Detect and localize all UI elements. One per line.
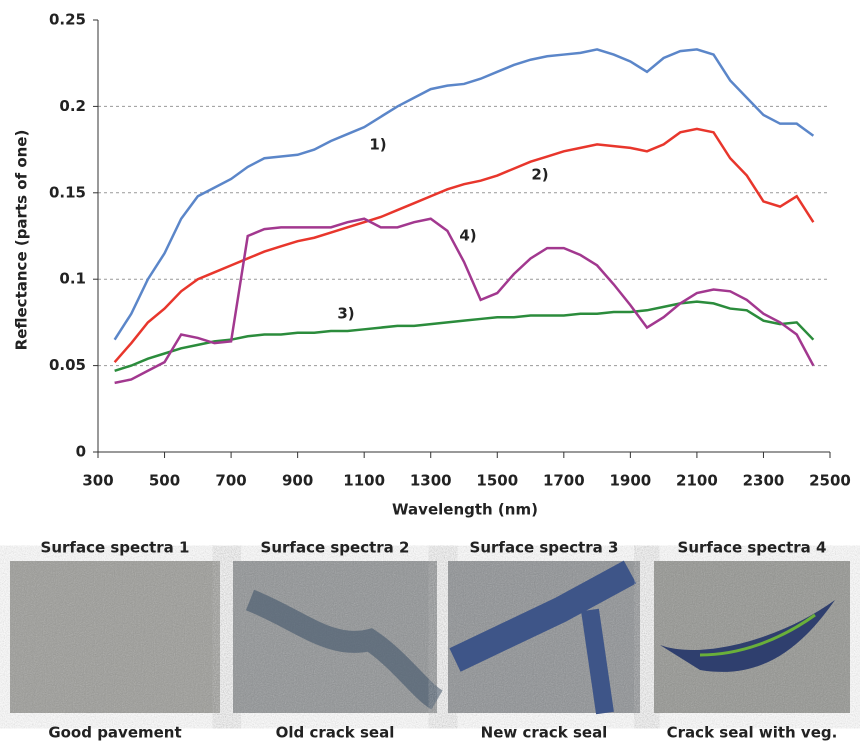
series-line: [115, 49, 814, 339]
series-line: [115, 129, 814, 362]
annotation: 4): [459, 227, 476, 245]
y-tick-label: 0: [76, 443, 86, 461]
y-tick-label: 0.1: [59, 270, 86, 288]
x-tick-label: 1700: [543, 472, 585, 490]
panel-title: Surface spectra 4: [678, 539, 827, 557]
panel-caption: Good pavement: [48, 724, 181, 742]
panel-caption: New crack seal: [481, 724, 608, 742]
x-tick-label: 2100: [676, 472, 718, 490]
x-tick-label: 2500: [809, 472, 851, 490]
y-axis-label: Reflectance (parts of one): [13, 130, 31, 351]
x-tick-label: 1100: [343, 472, 385, 490]
figure: Wavelength (nm) Reflectance (parts of on…: [0, 0, 860, 747]
photo-texture: [654, 561, 850, 713]
panel-title: Surface spectra 3: [470, 539, 619, 557]
x-tick-label: 500: [149, 472, 180, 490]
y-tick-label: 0.05: [49, 356, 86, 374]
panel-caption: Crack seal with veg.: [667, 724, 838, 742]
photo-texture: [10, 561, 220, 713]
x-tick-label: 300: [82, 472, 113, 490]
panel-title: Surface spectra 1: [41, 539, 190, 557]
x-tick-label: 900: [282, 472, 313, 490]
annotation: 1): [369, 136, 386, 154]
x-tick-label: 2300: [743, 472, 785, 490]
y-tick-label: 0.2: [59, 97, 86, 115]
series-line: [115, 302, 814, 371]
photos: [10, 561, 850, 713]
x-tick-label: 700: [215, 472, 246, 490]
panel-caption: Old crack seal: [276, 724, 395, 742]
y-tick-label: 0.15: [49, 183, 86, 201]
panel-title: Surface spectra 2: [261, 539, 410, 557]
x-tick-label: 1500: [476, 472, 518, 490]
x-tick-label: 1300: [410, 472, 452, 490]
y-tick-label: 0.25: [49, 11, 86, 29]
x-axis-label: Wavelength (nm): [392, 501, 538, 519]
x-tick-label: 1900: [609, 472, 651, 490]
annotation: 3): [337, 305, 354, 323]
annotation: 2): [531, 166, 548, 184]
